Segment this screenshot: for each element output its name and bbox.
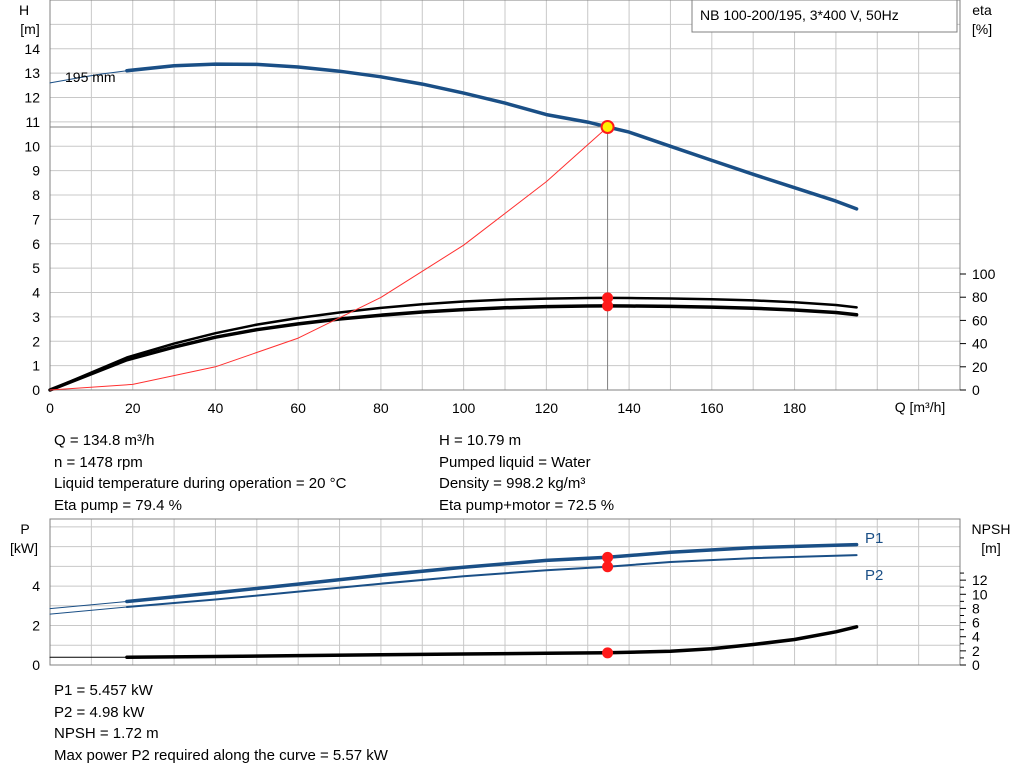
duty-info-right: H = 10.79 m Pumped liquid = Water Densit… [439,430,614,516]
npsh-axis-tick-label: 2 [972,643,980,659]
h-axis-tick-label: 10 [24,138,40,154]
p-axis-unit: [kW] [10,540,38,556]
title-box [691,0,958,33]
npsh-value: NPSH = 1.72 m [54,725,159,742]
p1-curve [125,542,859,604]
h-axis-tick-label: 2 [32,333,40,349]
eta-axis-unit: [%] [972,21,992,37]
system-curve [49,126,609,391]
eta-duty-marker [602,292,614,304]
npsh-duty-marker [602,647,614,659]
liquid-temperature-value: Liquid temperature during operation = 20… [54,475,347,492]
impeller-diameter-label: 195 mm [65,69,116,85]
q-axis-tick-label: 40 [208,400,224,416]
h-axis-tick-label: 0 [32,382,40,398]
density-value: Density = 998.2 kg/m³ [439,475,586,492]
p1-curve-extension [49,601,128,610]
h-axis-tick-label: 14 [24,41,40,57]
npsh-axis-tick-label: 8 [972,600,980,616]
p-axis-tick-label: 4 [32,578,40,594]
power-duty-marker [602,561,614,573]
head-curve-extension [49,70,128,84]
h-axis-tick-label: 9 [32,163,40,179]
duty-point-marker [600,119,615,134]
power-info: P1 = 5.457 kW P2 = 4.98 kW NPSH = 1.72 m… [54,680,388,766]
h-axis-tick-label: 5 [32,260,40,276]
npsh-curve [125,625,859,659]
eta-pump-motor-value: Eta pump+motor = 72.5 % [439,496,615,514]
power-plot-frame [49,518,961,666]
main-grid [50,0,960,390]
h-axis-label: H [19,2,29,18]
p1-series-label: P1 [865,530,883,547]
eta-duty-marker [602,300,614,312]
eta-pump-value: Eta pump = 79.4 % [54,496,182,514]
p-axis-tick-label: 0 [32,657,40,673]
q-axis-label: Q [m³/h] [895,399,946,415]
h-axis-unit: [m] [20,21,39,37]
p2-value: P2 = 4.98 kW [54,703,145,721]
eta-axis-tick-label: 0 [972,382,980,398]
eta-axis-tick-label: 80 [972,289,988,305]
npsh-axis-tick-label: 0 [972,657,980,673]
speed-value: n = 1478 rpm [54,453,143,471]
max-power-value: Max power P2 required along the curve = … [54,746,388,764]
npsh-axis-unit: [m] [981,540,1000,556]
q-axis-tick-label: 180 [783,400,807,416]
power-duty-marker [602,551,614,563]
h-axis-tick-label: 1 [32,358,40,374]
p-axis-label: P [20,521,29,537]
q-axis-tick-label: 140 [617,400,641,416]
h-axis-tick-label: 3 [32,309,40,325]
eta-pump-motor-curve [48,304,859,392]
p1-value: P1 = 5.457 kW [54,682,153,699]
eta-axis-tick-label: 20 [972,359,988,375]
duty-info-left: Q = 134.8 m³/h n = 1478 rpm Liquid tempe… [54,430,346,516]
main-plot-frame [49,0,961,391]
npsh-axis-tick-label: 10 [972,586,988,602]
eta-pump-curve [48,296,858,392]
q-axis-tick-label: 60 [290,400,306,416]
h-axis-tick-label: 12 [24,90,40,106]
h-axis-tick-label: 13 [24,65,40,81]
h-axis-tick-label: 11 [25,114,40,130]
head-curve [125,62,859,211]
eta-axis-label: eta [972,2,992,18]
pumped-liquid-value: Pumped liquid = Water [439,453,591,471]
npsh-axis-tick-label: 6 [972,615,980,631]
npsh-axis-tick-label: 4 [972,629,980,645]
eta-axis-tick-label: 60 [972,312,988,328]
h-axis-tick-label: 4 [32,285,40,301]
power-grid [50,519,960,665]
q-axis-tick-label: 20 [125,400,141,416]
q-axis-tick-label: 0 [46,400,54,416]
npsh-axis-label: NPSH [972,521,1011,537]
q-axis-tick-label: 100 [452,400,476,416]
p2-curve-extension [49,606,128,615]
p2-series-label: P2 [865,567,883,584]
p2-curve [125,554,858,608]
q-axis-tick-label: 120 [535,400,559,416]
chart-title: NB 100-200/195, 3*400 V, 50Hz [700,7,899,23]
eta-axis-tick-label: 100 [972,266,996,282]
p-axis-tick-label: 2 [32,618,40,634]
q-axis-tick-label: 80 [373,400,389,416]
npsh-axis-tick-label: 12 [972,572,988,588]
flow-value: Q = 134.8 m³/h [54,432,155,449]
h-axis-tick-label: 7 [32,211,40,227]
head-value: H = 10.79 m [439,432,522,449]
h-axis-tick-label: 6 [32,236,40,252]
h-axis-tick-label: 8 [32,187,40,203]
q-axis-tick-label: 160 [700,400,724,416]
eta-axis-tick-label: 40 [972,336,988,352]
